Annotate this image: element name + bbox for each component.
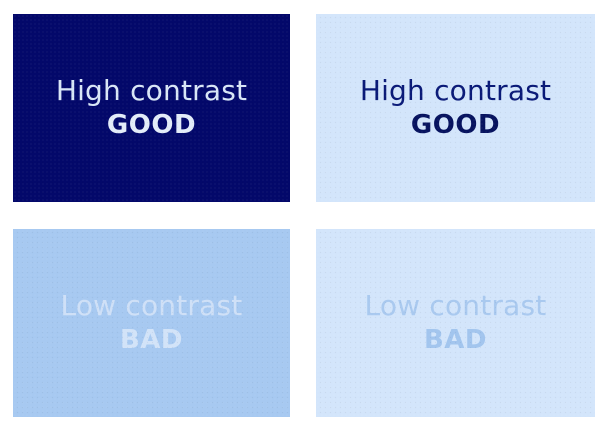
panel-low-contrast-light: Low contrast BAD: [316, 229, 595, 417]
panel-high-contrast-dark: High contrast GOOD: [13, 14, 290, 202]
panel-heading: Low contrast: [60, 289, 243, 322]
panel-verdict: BAD: [119, 325, 184, 355]
panel-verdict: BAD: [423, 325, 488, 355]
panel-heading: High contrast: [359, 74, 552, 107]
panel-high-contrast-light: High contrast GOOD: [316, 14, 595, 202]
panel-heading: High contrast: [55, 74, 248, 107]
panel-verdict: GOOD: [410, 110, 501, 140]
panel-verdict: GOOD: [106, 110, 197, 140]
panel-heading: Low contrast: [364, 289, 547, 322]
panel-low-contrast-medium: Low contrast BAD: [13, 229, 290, 417]
